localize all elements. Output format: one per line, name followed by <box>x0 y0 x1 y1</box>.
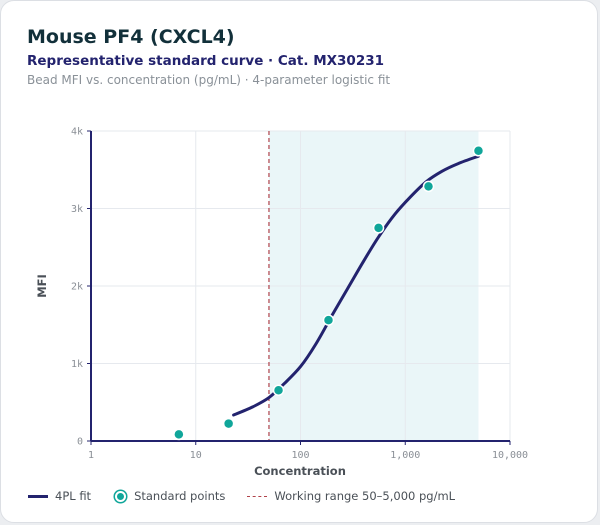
legend-label-points: Standard points <box>134 489 226 503</box>
chart-caption: Bead MFI vs. concentration (pg/mL) · 4-p… <box>27 73 391 87</box>
y-tick-label: 3k <box>71 204 83 215</box>
x-tick-label: 1,000 <box>390 450 420 461</box>
fit-line-swatch <box>28 494 48 498</box>
x-tick-label: 100 <box>291 450 309 461</box>
chart-legend: 4PL fit Standard points Working range 50… <box>28 488 477 504</box>
y-tick-label: 2k <box>71 282 83 293</box>
legend-item-points: Standard points <box>113 489 225 503</box>
standard-point <box>422 180 435 193</box>
range-dash-swatch <box>247 495 268 497</box>
point-swatch <box>115 490 127 502</box>
x-tick-label: 1 <box>88 450 94 461</box>
y-tick-label: 1k <box>71 359 83 370</box>
standard-point <box>173 428 185 441</box>
legend-item-fit: 4PL fit <box>28 489 91 503</box>
standard-point <box>322 314 335 326</box>
chart-subtitle: Representative standard curve · Cat. MX3… <box>27 53 384 69</box>
standard-point <box>372 222 385 234</box>
tick-labels: 1 10 100 1,000 10,000 0 1k 2k 3k 4k <box>71 127 528 462</box>
grid-lines <box>91 130 511 441</box>
standard-point <box>472 145 485 157</box>
y-tick-label: 0 <box>77 437 83 448</box>
chart-title: Mouse PF4 (CXCL4) <box>27 26 235 48</box>
standard-point <box>272 384 285 396</box>
x-axis-title: Concentration <box>254 464 346 478</box>
axes <box>87 130 511 445</box>
x-tick-label: 10,000 <box>492 450 528 461</box>
x-tick-label: 10 <box>190 450 202 461</box>
standard-points-group <box>173 145 485 441</box>
standard-point <box>222 417 235 430</box>
legend-item-range: Working range 50–5,000 pg/mL <box>247 489 455 503</box>
legend-label-range: Working range 50–5,000 pg/mL <box>274 489 456 503</box>
y-axis-title: MFI <box>35 274 49 298</box>
y-tick-label: 4k <box>71 127 83 138</box>
legend-label-fit: 4PL fit <box>55 489 92 503</box>
